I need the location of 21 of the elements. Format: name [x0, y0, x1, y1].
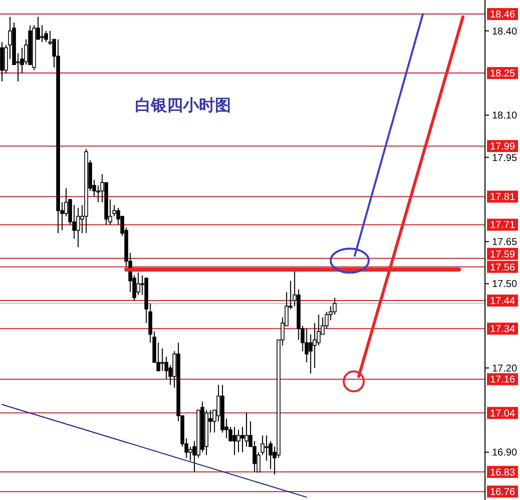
ref-line-label: 17.16 — [490, 374, 516, 386]
ref-line-label: 18.46 — [490, 10, 516, 21]
text: 白银四小时图 — [135, 96, 231, 115]
ref-line-label: 17.71 — [490, 220, 516, 232]
y-tick-label: 18.10 — [492, 110, 518, 122]
ref-line-label: 17.56 — [490, 262, 516, 274]
y-tick-label: 17.95 — [492, 152, 518, 164]
y-tick-label: 17.20 — [492, 363, 518, 374]
y-tick-label: 17.50 — [492, 279, 518, 290]
ref-line-label: 17.04 — [490, 408, 516, 420]
y-tick-label: 16.90 — [492, 448, 518, 459]
ref-line-label: 18.25 — [490, 68, 516, 80]
ref-line-label: 17.81 — [490, 192, 516, 204]
ref-line-label: 17.34 — [490, 324, 516, 336]
ref-line-label: 17.44 — [490, 296, 516, 308]
y-tick-label: 17.65 — [492, 237, 518, 248]
ref-line-label: 16.76 — [490, 487, 516, 498]
ref-line-label: 16.83 — [490, 467, 516, 478]
y-tick-label: 18.40 — [492, 26, 518, 38]
ref-line-label: 17.99 — [490, 142, 516, 153]
ref-line-label: 17.59 — [490, 249, 516, 260]
